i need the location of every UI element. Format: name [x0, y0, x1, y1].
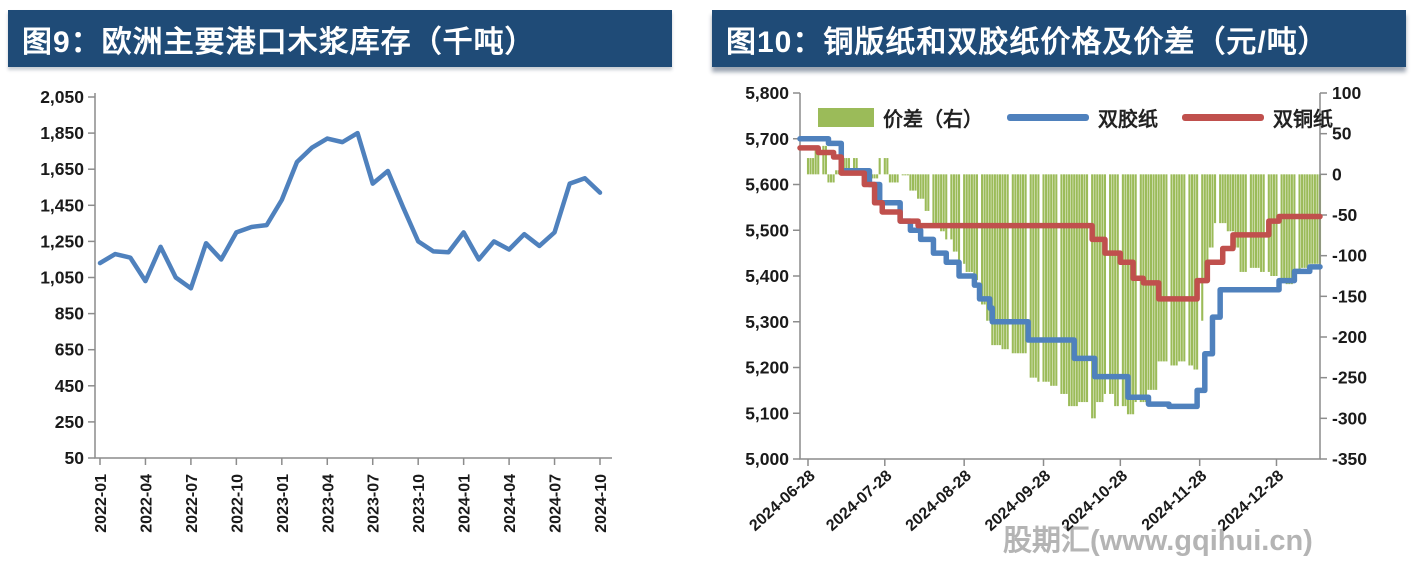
svg-text:0: 0: [1332, 164, 1342, 184]
svg-text:-250: -250: [1332, 368, 1367, 388]
svg-text:450: 450: [55, 376, 84, 396]
svg-text:2024-04: 2024-04: [502, 474, 519, 533]
svg-text:2024-08-28: 2024-08-28: [903, 467, 975, 534]
svg-text:5,300: 5,300: [745, 312, 789, 332]
legend-item-coated-paper: 双铜纸: [1182, 103, 1333, 132]
svg-text:2023-04: 2023-04: [320, 474, 337, 533]
spread-bar-swatch: [818, 108, 874, 127]
svg-text:2024-01: 2024-01: [457, 474, 474, 533]
svg-text:2022-07: 2022-07: [184, 474, 201, 533]
svg-text:1,850: 1,850: [40, 123, 84, 143]
svg-text:2024-10-28: 2024-10-28: [1059, 467, 1131, 534]
svg-text:5,700: 5,700: [745, 129, 789, 149]
svg-text:50: 50: [65, 448, 85, 468]
watermark: 股期汇(www.gqihui.cn): [1003, 525, 1313, 557]
svg-text:5,400: 5,400: [745, 266, 789, 286]
svg-text:-350: -350: [1332, 449, 1367, 469]
svg-text:2,050: 2,050: [40, 87, 84, 107]
svg-text:2024-07: 2024-07: [548, 474, 565, 533]
legend-item-spread: 价差（右）: [818, 103, 983, 132]
legend-item-offset-paper: 双胶纸: [1007, 103, 1158, 132]
figure10-title: 图10：铜版纸和双胶纸价格及价差（元/吨）: [726, 25, 1329, 59]
svg-text:850: 850: [55, 304, 84, 324]
svg-text:2023-10: 2023-10: [411, 474, 428, 533]
chart-legend: 价差（右） 双胶纸 双铜纸: [818, 103, 1333, 132]
legend-label-offset-paper: 双胶纸: [1098, 109, 1158, 131]
svg-text:-300: -300: [1332, 408, 1367, 428]
svg-text:1,450: 1,450: [40, 195, 84, 215]
figure10-title-bar: 图10：铜版纸和双胶纸价格及价差（元/吨）: [712, 10, 1406, 67]
svg-text:2024-07-28: 2024-07-28: [823, 467, 895, 534]
pulp-inventory-line-chart: 2,050 1,850 1,650 1,450 1,250 1,050 850 650 450 2…: [40, 87, 612, 533]
svg-text:5,100: 5,100: [745, 403, 789, 423]
svg-text:2022-01: 2022-01: [93, 474, 110, 533]
svg-text:50: 50: [1332, 124, 1352, 144]
svg-text:2022-04: 2022-04: [138, 474, 155, 533]
svg-text:2023-01: 2023-01: [275, 474, 292, 533]
svg-text:2024-12-28: 2024-12-28: [1215, 467, 1287, 534]
svg-text:250: 250: [55, 412, 84, 432]
svg-text:1,050: 1,050: [40, 268, 84, 288]
svg-text:2024-06-28: 2024-06-28: [746, 467, 818, 534]
svg-text:-50: -50: [1332, 205, 1358, 225]
figure9-title: 图9：欧洲主要港口木浆库存（千吨）: [22, 25, 536, 59]
svg-text:2024-09-28: 2024-09-28: [982, 467, 1054, 534]
coated-paper-line-swatch: [1182, 114, 1264, 121]
svg-text:2024-10: 2024-10: [593, 474, 610, 533]
svg-text:5,800: 5,800: [745, 83, 789, 103]
legend-label-spread: 价差（右）: [883, 109, 983, 131]
svg-text:5,500: 5,500: [745, 220, 789, 240]
svg-text:2022-10: 2022-10: [229, 474, 246, 533]
svg-text:-150: -150: [1332, 286, 1367, 306]
svg-text:5,600: 5,600: [745, 175, 789, 195]
legend-label-coated-paper: 双铜纸: [1273, 109, 1333, 131]
svg-text:-200: -200: [1332, 327, 1367, 347]
svg-text:2024-11-28: 2024-11-28: [1139, 467, 1211, 534]
figure9-title-bar: 图9：欧洲主要港口木浆库存（千吨）: [8, 10, 672, 67]
svg-text:1,650: 1,650: [40, 159, 84, 179]
paper-price-combo-chart: 5,800 5,700 5,600 5,500 5,400 5,300 5,200 5,100…: [745, 83, 1367, 535]
svg-text:-100: -100: [1332, 246, 1367, 266]
svg-text:1,250: 1,250: [40, 231, 84, 251]
svg-text:2023-07: 2023-07: [366, 474, 383, 533]
svg-text:5,200: 5,200: [745, 358, 789, 378]
offset-paper-line-swatch: [1007, 114, 1089, 121]
svg-text:100: 100: [1332, 83, 1361, 103]
svg-text:650: 650: [55, 340, 84, 360]
svg-text:5,000: 5,000: [745, 449, 789, 469]
